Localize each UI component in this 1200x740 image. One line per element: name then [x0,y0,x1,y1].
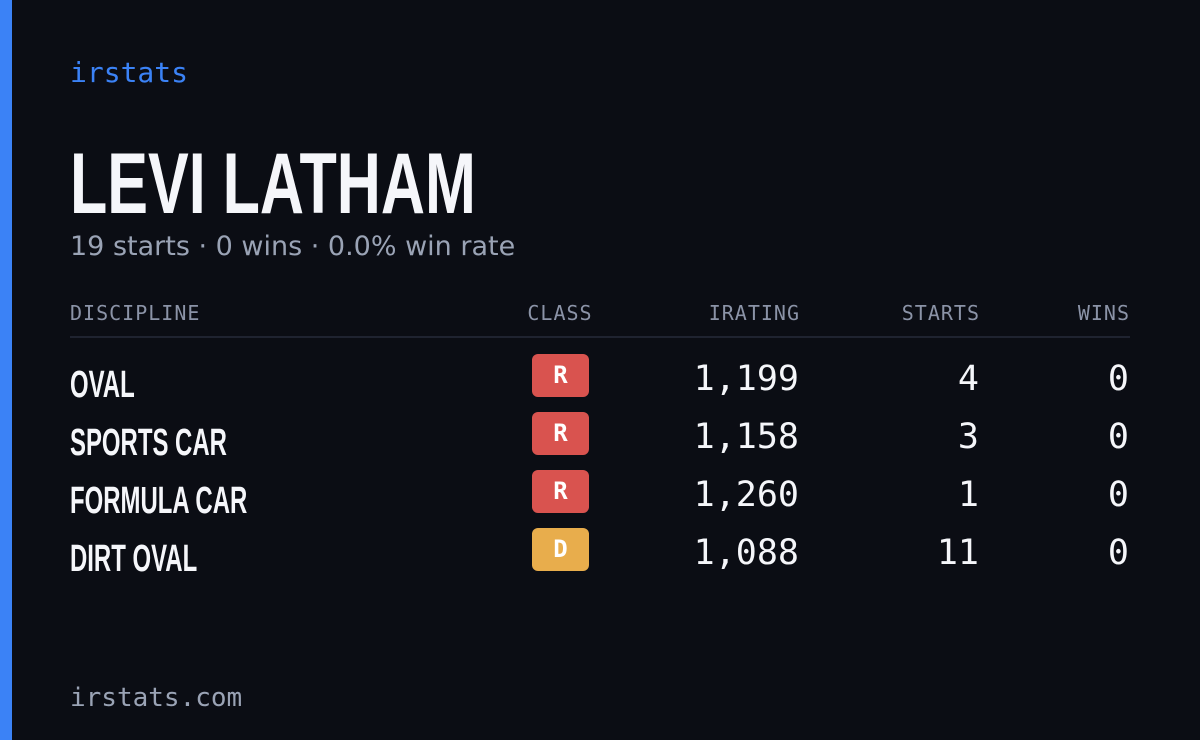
class-badge [532,412,589,455]
irating: 1,088 [694,533,799,573]
class-letter: R [553,477,568,505]
discipline: FORMULA CAR [70,478,247,521]
class-letter: D [553,535,567,563]
brand: irstats [70,56,188,89]
discipline: SPORTS CAR [70,420,227,463]
irating: 1,260 [694,475,799,515]
wins: 0 [1108,533,1129,573]
starts: 3 [958,417,979,457]
discipline-group: OVAL [70,362,135,405]
wins: 0 [1108,417,1129,457]
discipline-group: SPORTS CAR [70,420,227,463]
irating: 1,199 [694,359,799,399]
table-row: FORMULA CAR R 1,260 1 0 [70,470,1129,521]
class-letter: R [553,361,568,389]
title-group: LEVI LATHAM [70,135,476,232]
footer: irstats.com [70,683,242,713]
accent-bar [0,0,12,740]
wins: 0 [1108,475,1129,515]
column-header: STARTS [902,301,980,325]
table-row: DIRT OVAL D 1,088 11 0 [70,528,1129,579]
column-header: DISCIPLINE [70,301,200,325]
column-header: WINS [1078,301,1130,325]
discipline: OVAL [70,362,135,405]
table-row: OVAL R 1,199 4 0 [70,354,1129,405]
subtitle: 19 starts · 0 wins · 0.0% win rate [70,231,515,262]
table-row: SPORTS CAR R 1,158 3 0 [70,412,1129,463]
starts: 1 [958,475,979,515]
discipline-group: FORMULA CAR [70,478,247,521]
starts: 11 [937,533,979,573]
class-letter: R [553,419,568,447]
irating: 1,158 [694,417,799,457]
discipline: DIRT OVAL [70,536,197,579]
column-header: IRATING [709,301,800,325]
class-badge [532,354,589,397]
class-badge [532,470,589,513]
discipline-group: DIRT OVAL [70,536,197,579]
starts: 4 [958,359,979,399]
wins: 0 [1108,359,1129,399]
class-badge [532,528,589,571]
player-name: LEVI LATHAM [70,135,476,232]
column-header: CLASS [527,301,592,325]
